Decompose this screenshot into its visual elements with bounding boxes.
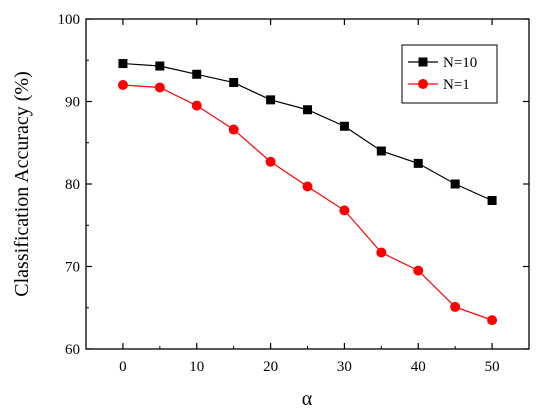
data-point [339,121,349,131]
data-point [487,196,497,205]
y-tick-label: 70 [65,260,80,276]
series-layer [117,59,498,326]
data-point [154,82,165,93]
data-point [376,247,387,258]
data-point [450,301,461,312]
legend-label: N=10 [443,55,477,71]
data-point [303,105,312,115]
data-point [413,265,424,276]
data-point [339,205,350,216]
data-point [192,69,202,79]
x-tick-label: 50 [485,359,500,375]
data-point [266,95,276,105]
legend-label: N=1 [443,77,470,93]
data-point [413,158,423,168]
data-point [229,78,239,88]
legend-items: N=10 N=1 [408,55,477,93]
series-line [122,84,493,321]
data-point [265,156,276,167]
series-1 [118,59,497,205]
data-point [450,179,460,189]
y-tick-label: 60 [65,342,80,358]
x-tick-label: 30 [337,359,352,375]
data-point [302,181,313,192]
legend-item: N=1 [408,77,470,93]
data-point [487,315,498,326]
data-point [155,61,165,71]
x-axis-title: α [302,388,313,410]
y-tick-label: 80 [65,177,80,193]
data-point [118,59,128,69]
legend-item: N=10 [408,55,477,71]
data-point [376,146,386,156]
x-tick-label: 40 [411,359,426,375]
x-tick-label: 10 [189,359,204,375]
data-point [117,80,128,90]
series-2 [117,80,498,326]
x-tick-label: 0 [119,359,127,375]
legend: N=10 N=1 [401,44,498,104]
axis-ticks: 0 10 20 30 40 50 60 70 80 90 100 [58,12,529,375]
data-point [228,124,239,135]
y-tick-label: 100 [58,12,81,28]
y-axis-title: Classification Accuracy (%) [11,71,33,296]
x-tick-label: 20 [263,359,278,375]
legend-box [401,44,498,104]
legend-swatch-marker [418,79,428,89]
data-point [191,100,202,111]
y-tick-label: 90 [65,95,80,111]
legend-swatch-marker [418,57,428,67]
